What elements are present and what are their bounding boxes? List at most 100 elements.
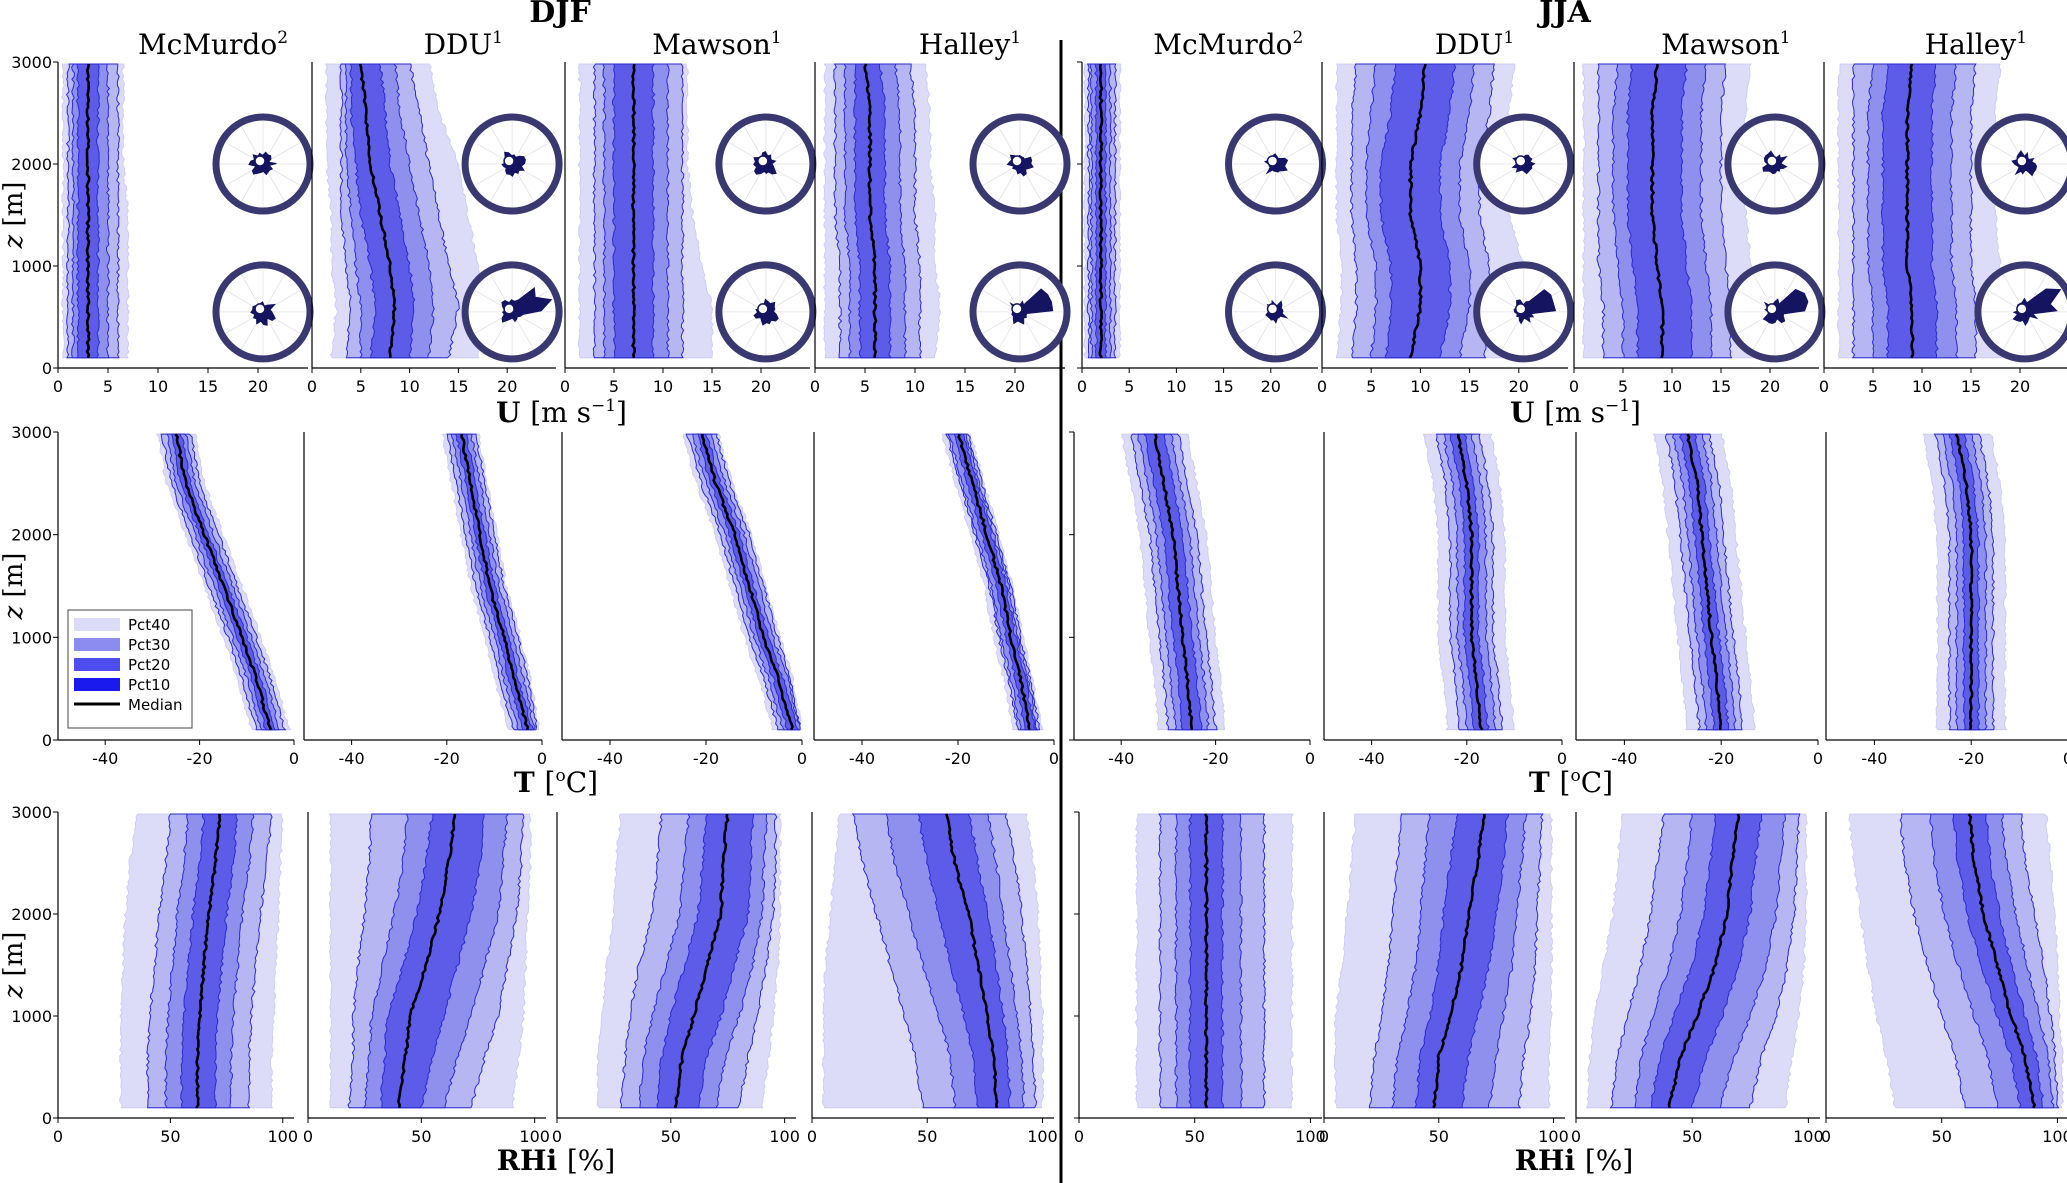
u-djf-mcmurdo-x-tick-label-4: 20 xyxy=(248,377,268,396)
t-jja-ddu-x-tick-label-2: 0 xyxy=(1557,749,1567,768)
site-title-djf-mawson: Mawson1 xyxy=(652,28,781,61)
rhi-djf-ddu-x-tick-label-0: 0 xyxy=(303,1127,313,1146)
rhi-jja-mawson-x-tick-label-1: 50 xyxy=(1682,1127,1702,1146)
u-jja-mcmurdo-wind-rose-1 xyxy=(1225,261,1327,363)
site-superscript: 2 xyxy=(277,28,288,48)
site-title-djf-halley: Halley1 xyxy=(919,28,1021,61)
rhi-djf-mcmurdo-y-tick-label-3: 3000 xyxy=(11,803,52,822)
u-djf-mawson-x-tick-label-0: 0 xyxy=(560,377,570,396)
panel-rhi-djf-mawson: 0 50 100 xyxy=(552,812,800,1146)
site-title-djf-ddu: DDU1 xyxy=(424,28,503,61)
t-jja-mawson-x-tick-label-1: -20 xyxy=(1708,749,1734,768)
t-djf-halley-x-tick-label-1: -20 xyxy=(945,749,971,768)
panel-t-jja-ddu: -40 -20 0 xyxy=(1323,432,1567,768)
panel-t-djf-halley: -40 -20 0 xyxy=(813,432,1059,768)
u-djf-halley-wind-rose-0 xyxy=(969,113,1071,215)
panel-u-jja-halley: 0 5 10 15 20 Halley1 xyxy=(1819,28,2067,396)
u-jja-ddu-x-tick-label-1: 5 xyxy=(1366,377,1376,396)
rhi-jja-mcmurdo-x-tick-label-2: 100 xyxy=(1295,1127,1326,1146)
rhi-jja-ddu-x-tick-label-1: 50 xyxy=(1429,1127,1449,1146)
panel-rhi-jja-ddu: 0 50 100 xyxy=(1319,812,1569,1146)
season-title-jja: JJA xyxy=(1536,0,1591,30)
rhi-jja-mcmurdo-x-tick-label-0: 0 xyxy=(1074,1127,1084,1146)
site-title-jja-mawson: Mawson1 xyxy=(1661,28,1790,61)
rhi-jja-ddu-x-tick-label-0: 0 xyxy=(1319,1127,1329,1146)
wind-rose-hub xyxy=(254,303,266,315)
u-jja-halley-median-line xyxy=(1904,63,1915,359)
panel-rhi-jja-mcmurdo: 0 50 100 xyxy=(1074,811,1326,1146)
u-jja-halley-band-p10 xyxy=(1880,63,1939,359)
t-jja-mcmurdo-x-tick-label-0: -40 xyxy=(1108,749,1134,768)
site-name: Halley xyxy=(919,28,1011,61)
panel-rhi-jja-halley: 0 50 100 xyxy=(1821,812,2067,1146)
u-djf-ddu-x-tick-label-0: 0 xyxy=(307,377,317,396)
rhi-djf-halley-band-p10 xyxy=(916,813,1012,1109)
u-djf-halley-x-tick-label-2: 10 xyxy=(905,377,925,396)
legend-swatch-pct20 xyxy=(74,658,120,671)
u-jja-halley-x-tick-label-0: 0 xyxy=(1819,377,1829,396)
t-djf-ddu-median-line xyxy=(460,434,530,730)
t-djf-halley-x-tick-label-0: -40 xyxy=(849,749,875,768)
u-jja-mawson-x-tick-label-3: 15 xyxy=(1711,377,1731,396)
u-jja-mcmurdo-x-tick-label-3: 15 xyxy=(1213,377,1233,396)
z-variable: z xyxy=(0,976,29,999)
rhi-djf-mcmurdo-y-tick-label-0: 0 xyxy=(42,1109,52,1128)
t-jja-mawson-x-tick-label-0: -40 xyxy=(1611,749,1637,768)
u-jja-ddu-x-tick-label-2: 10 xyxy=(1410,377,1430,396)
season-title-djf: DJF xyxy=(529,0,591,30)
wind-rose-hub xyxy=(1011,155,1023,167)
y-axis-label-row-2: z [m] xyxy=(0,932,29,1000)
u-jja-halley-x-tick-label-3: 15 xyxy=(1961,377,1981,396)
x-axis-label-u-djf: U [m s−1] xyxy=(496,396,627,429)
u-djf-mawson-x-tick-label-4: 20 xyxy=(751,377,771,396)
rhi-djf-ddu-band-p10 xyxy=(379,813,485,1109)
t-djf-mawson-x-tick-label-0: -40 xyxy=(597,749,623,768)
z-unit: [m] xyxy=(0,182,29,227)
unit-close: ] xyxy=(616,396,627,429)
unit: [ xyxy=(545,766,556,799)
axis-labels: U [m s−1] U [m s−1]z [m]T [oC] T [oC]z [m]… xyxy=(0,182,1641,1177)
u-jja-mcmurdo-x-tick-label-2: 10 xyxy=(1166,377,1186,396)
site-superscript: 1 xyxy=(1780,28,1791,48)
t-djf-ddu-x-tick-label-1: -20 xyxy=(434,749,460,768)
u-djf-halley-median-line xyxy=(863,63,878,358)
panel-t-jja-mawson: -40 -20 0 xyxy=(1575,432,1823,768)
panel-rhi-jja-mawson: 0 50 100 xyxy=(1571,812,1824,1146)
site-superscript: 1 xyxy=(492,28,503,48)
site-name: Mawson xyxy=(1661,28,1780,61)
u-djf-mawson-wind-rose-1 xyxy=(715,261,817,363)
site-superscript: 1 xyxy=(2016,28,2027,48)
wind-rose-petals xyxy=(1762,288,1809,325)
t-jja-ddu-band-p10 xyxy=(1449,433,1490,731)
u-jja-ddu-x-tick-label-0: 0 xyxy=(1317,377,1327,396)
u-jja-mcmurdo-x-tick-label-1: 5 xyxy=(1124,377,1134,396)
u-djf-ddu-band-p10 xyxy=(349,63,416,359)
rhi-djf-mawson-x-tick-label-1: 50 xyxy=(661,1127,681,1146)
t-jja-halley-x-tick-label-1: -20 xyxy=(1958,749,1984,768)
panel-t-djf-mawson: -40 -20 0 xyxy=(561,432,807,768)
u-djf-halley-band-p10 xyxy=(853,63,893,359)
u-djf-ddu-median-line xyxy=(358,63,397,358)
variable-name: U xyxy=(1510,396,1544,429)
site-name: DDU xyxy=(424,28,493,61)
variable-name: RHi xyxy=(1515,1144,1585,1177)
rhi-jja-mawson-band-p10 xyxy=(1651,813,1763,1109)
x-axis-label-rhi-djf: RHi [%] xyxy=(497,1144,616,1177)
rhi-jja-ddu-median-line xyxy=(1432,813,1486,1109)
t-jja-mcmurdo-median-line xyxy=(1154,433,1194,730)
unit-superscript: o xyxy=(555,766,565,786)
unit: [m s xyxy=(1544,396,1605,429)
t-jja-halley-band-p10 xyxy=(1948,433,1981,731)
t-djf-mcmurdo-y-tick-label-3: 3000 xyxy=(11,423,52,442)
rhi-djf-ddu-median-line xyxy=(397,813,457,1108)
u-djf-mawson-median-line xyxy=(630,63,637,359)
wind-rose-hub xyxy=(1514,303,1527,315)
wind-rose-hub xyxy=(254,155,266,167)
rhi-jja-mawson-x-tick-label-0: 0 xyxy=(1571,1127,1581,1146)
wind-rose-hub xyxy=(1011,303,1023,315)
legend-swatch-pct10 xyxy=(74,678,120,691)
